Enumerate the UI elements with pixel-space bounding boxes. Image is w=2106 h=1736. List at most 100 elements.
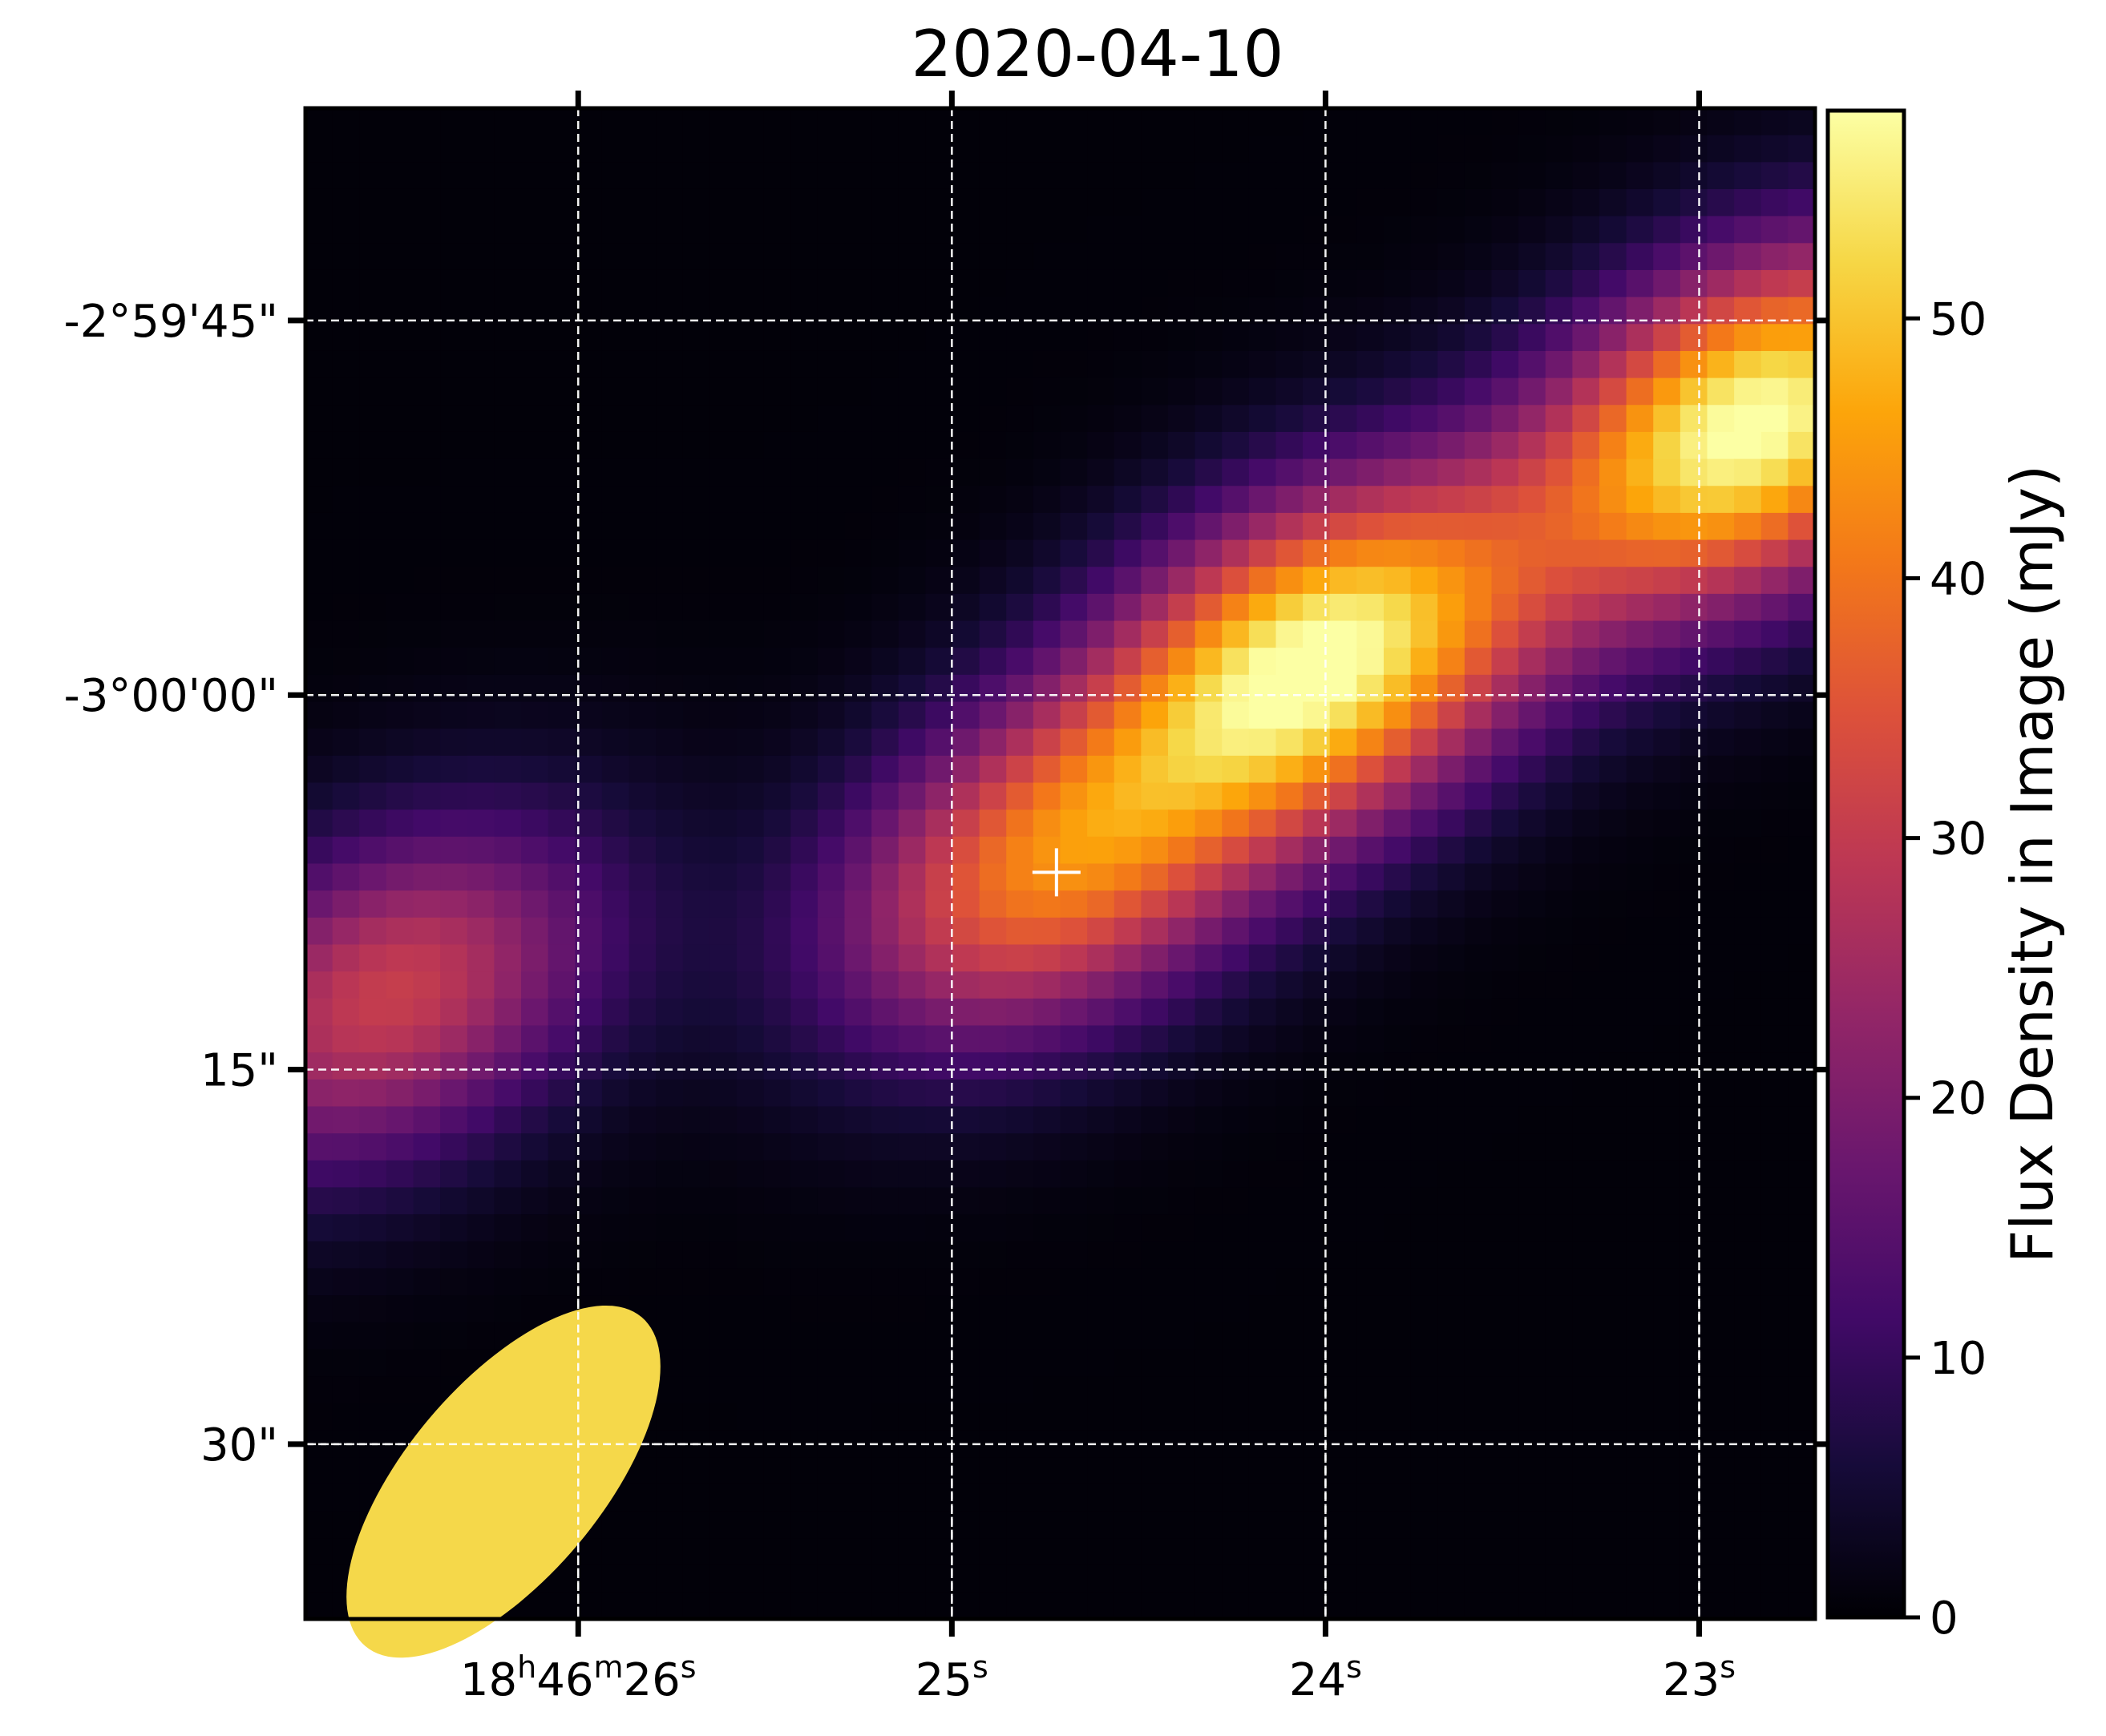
heatmap-cell	[1760, 512, 1789, 541]
heatmap-cell	[629, 782, 657, 810]
heatmap-cell	[1168, 998, 1196, 1027]
heatmap-cell	[871, 1484, 899, 1512]
heatmap-cell	[1518, 1079, 1546, 1108]
heatmap-cell	[1572, 1322, 1600, 1350]
heatmap-cell	[1707, 1457, 1735, 1485]
heatmap-cell	[1006, 1241, 1034, 1270]
heatmap-cell	[1275, 944, 1304, 972]
heatmap-cell	[925, 1349, 953, 1377]
heatmap-cell	[1653, 431, 1681, 460]
heatmap-cell	[709, 135, 738, 163]
heatmap-cell	[1545, 890, 1573, 918]
heatmap-cell	[1222, 243, 1250, 271]
heatmap-cell	[305, 729, 333, 757]
heatmap-cell	[1518, 1052, 1546, 1080]
heatmap-cell	[440, 1187, 468, 1215]
heatmap-cell	[656, 863, 684, 891]
heatmap-cell	[1760, 917, 1789, 946]
heatmap-cell	[1006, 620, 1034, 648]
heatmap-cell	[1599, 998, 1627, 1027]
heatmap-cell	[1356, 1295, 1384, 1323]
heatmap-cell	[1168, 162, 1196, 190]
heatmap-cell	[1248, 1564, 1277, 1593]
heatmap-cell	[494, 377, 522, 406]
heatmap-cell	[494, 971, 522, 999]
heatmap-cell	[601, 648, 630, 676]
heatmap-cell	[1410, 512, 1438, 541]
heatmap-cell	[1518, 1214, 1546, 1242]
heatmap-cell	[1410, 377, 1438, 406]
heatmap-cell	[1356, 1592, 1384, 1620]
heatmap-cell	[763, 1025, 791, 1053]
heatmap-cell	[1437, 1564, 1465, 1593]
heatmap-cell	[305, 1484, 333, 1512]
heatmap-cell	[305, 998, 333, 1027]
heatmap-cell	[521, 890, 549, 918]
heatmap-cell	[1087, 350, 1115, 379]
heatmap-cell	[1384, 1079, 1412, 1108]
heatmap-cell	[1545, 863, 1573, 891]
heatmap-cell	[1572, 431, 1600, 460]
heatmap-cell	[952, 755, 980, 784]
heatmap-cell	[1114, 1376, 1142, 1404]
heatmap-cell	[1734, 782, 1762, 810]
heatmap-cell	[1707, 1133, 1735, 1161]
heatmap-cell	[871, 216, 899, 244]
heatmap-cell	[1760, 377, 1789, 406]
heatmap-cell	[521, 917, 549, 946]
heatmap-cell	[1384, 1133, 1412, 1161]
heatmap-cell	[1222, 755, 1250, 784]
heatmap-cell	[709, 917, 738, 946]
heatmap-cell	[386, 944, 414, 972]
heatmap-cell	[1006, 1484, 1034, 1512]
heatmap-cell	[817, 269, 846, 298]
heatmap-cell	[332, 1322, 360, 1350]
heatmap-cell	[763, 998, 791, 1027]
heatmap-cell	[1545, 405, 1573, 433]
heatmap-cell	[359, 405, 387, 433]
heatmap-cell	[1626, 701, 1654, 729]
heatmap-cell	[979, 269, 1007, 298]
heatmap-cell	[1760, 243, 1789, 271]
heatmap-cell	[521, 1133, 549, 1161]
heatmap-cell	[871, 729, 899, 757]
heatmap-cell	[898, 1403, 926, 1431]
heatmap-cell	[1033, 1538, 1061, 1566]
heatmap-cell	[1275, 1241, 1304, 1270]
heatmap-cell	[1518, 1133, 1546, 1161]
heatmap-cell	[601, 188, 630, 217]
heatmap-cell	[709, 755, 738, 784]
heatmap-cell	[925, 620, 953, 648]
heatmap-cell	[1275, 1214, 1304, 1242]
heatmap-cell	[1491, 701, 1519, 729]
heatmap-cell	[871, 782, 899, 810]
heatmap-cell	[1275, 971, 1304, 999]
heatmap-cell	[925, 162, 953, 190]
heatmap-cell	[1491, 1511, 1519, 1539]
heatmap-cell	[1626, 350, 1654, 379]
heatmap-cell	[494, 782, 522, 810]
heatmap-cell	[1060, 405, 1088, 433]
heatmap-cell	[790, 377, 819, 406]
heatmap-cell	[1410, 863, 1438, 891]
heatmap-cell	[1384, 458, 1412, 486]
heatmap-cell	[871, 1241, 899, 1270]
heatmap-cell	[871, 243, 899, 271]
heatmap-cell	[1626, 1349, 1654, 1377]
heatmap-cell	[925, 188, 953, 217]
heatmap-cell	[1572, 1268, 1600, 1296]
heatmap-cell	[656, 377, 684, 406]
heatmap-cell	[1760, 701, 1789, 729]
heatmap-cell	[952, 1052, 980, 1080]
heatmap-cell	[1707, 458, 1735, 486]
heatmap-cell	[656, 567, 684, 595]
heatmap-cell	[1626, 431, 1654, 460]
heatmap-cell	[1248, 567, 1277, 595]
heatmap-cell	[575, 755, 603, 784]
heatmap-cell	[1760, 108, 1789, 136]
heatmap-cell	[1734, 1187, 1762, 1215]
heatmap-cell	[1194, 539, 1223, 567]
heatmap-cell	[1653, 971, 1681, 999]
heatmap-cell	[1788, 377, 1816, 406]
heatmap-cell	[359, 269, 387, 298]
